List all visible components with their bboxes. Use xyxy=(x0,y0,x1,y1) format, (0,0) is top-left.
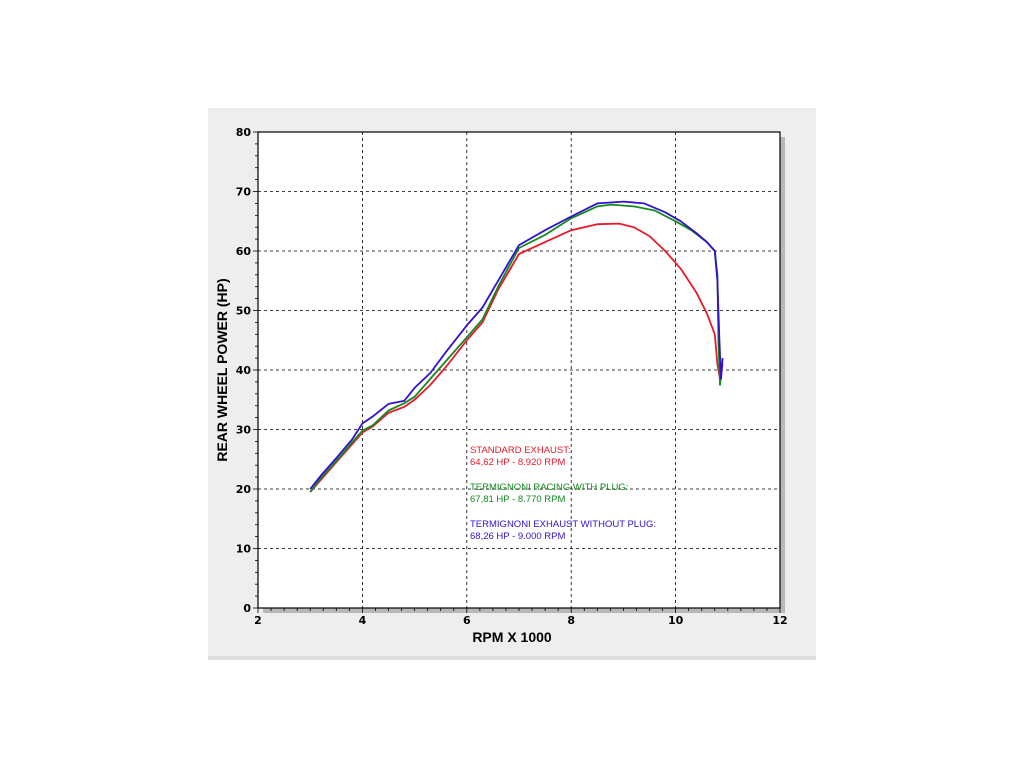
x-tick-label: 2 xyxy=(254,614,262,627)
y-tick-label: 80 xyxy=(236,126,252,139)
x-tick-label: 6 xyxy=(463,614,471,627)
y-tick-label: 40 xyxy=(236,364,252,377)
y-axis-label: REAR WHEEL POWER (HP) xyxy=(214,278,230,461)
y-tick-label: 0 xyxy=(243,602,251,615)
y-tick-label: 60 xyxy=(236,245,252,258)
series-line-3 xyxy=(309,200,724,490)
annotation-title-3: TERMIGNONI EXHAUST WITHOUT PLUG: xyxy=(470,519,656,530)
annotation-title-2: TERMIGNONI RACING WITH PLUG: xyxy=(470,482,628,493)
x-tick-label: 12 xyxy=(772,614,787,627)
y-tick-label: 70 xyxy=(236,186,252,199)
x-tick-label: 4 xyxy=(359,614,367,627)
annotation-value-2: 67,81 HP - 8.770 RPM xyxy=(470,494,565,505)
annotation-value-3: 68,26 HP - 9.000 RPM xyxy=(470,531,565,542)
y-tick-label: 50 xyxy=(236,305,252,318)
plot-layer: 0 10 20 30 40 50 60 70 80 2 4 6 8 10 12 STANDARD EXHAUS… xyxy=(236,126,788,627)
x-tick-label: 8 xyxy=(567,614,575,627)
x-tick-label: 10 xyxy=(668,614,684,627)
x-axis-label: RPM X 1000 xyxy=(472,629,552,645)
y-tick-label: 20 xyxy=(236,483,252,496)
annotation-title-1: STANDARD EXHAUST: xyxy=(470,445,571,456)
annotation-value-1: 64,62 HP - 8.920 RPM xyxy=(470,457,565,468)
chart-panel-bottom-edge xyxy=(208,656,816,660)
y-tick-label: 10 xyxy=(236,543,252,556)
series-line-1 xyxy=(309,222,724,493)
y-tick-label: 30 xyxy=(236,424,252,437)
